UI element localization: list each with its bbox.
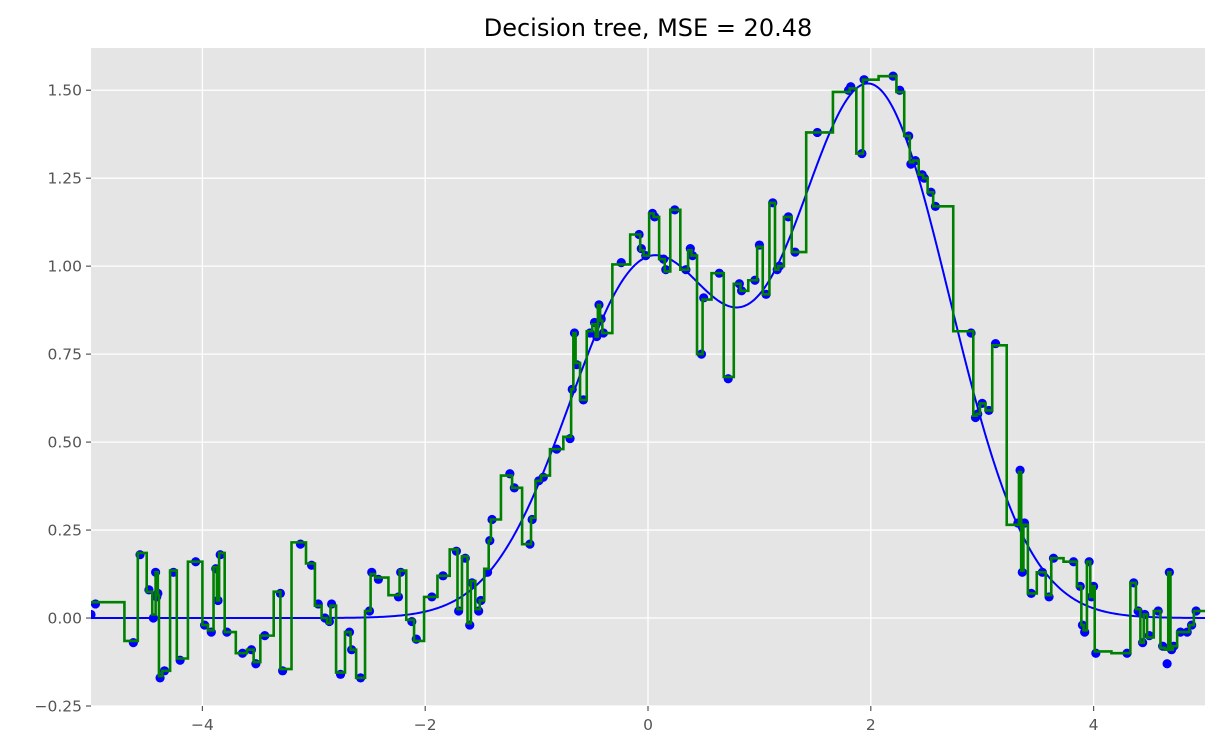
y-tick-label: 1.50 [47,82,82,100]
x-axis: −4 −2 0 2 4 [191,706,1099,734]
x-tick-label: −4 [191,716,214,734]
y-tick-label: 1.00 [47,258,82,276]
sample-point [616,258,626,268]
prediction-series [91,74,1205,680]
x-tick-label: −2 [414,716,437,734]
sample-point [295,539,306,549]
x-tick-label: 4 [1089,716,1099,734]
sample-point [91,609,96,620]
x-tick-label: 0 [643,716,653,734]
y-tick-label: 0.00 [47,610,82,628]
sample-point [1162,659,1172,669]
sample-point [91,599,101,609]
y-tick-label: 0.50 [47,434,82,452]
x-tick-label: 2 [866,716,876,734]
prediction-step-line [91,74,1205,680]
y-tick-label: 0.75 [47,346,82,364]
y-axis: −0.25 0.00 0.25 0.50 0.75 1.00 1.25 1.50 [35,82,91,716]
chart-title: Decision tree, MSE = 20.48 [484,14,813,42]
plot-area [91,48,1205,707]
y-tick-label: 0.25 [47,522,82,540]
y-tick-label: 1.25 [47,170,82,188]
y-tick-label: −0.25 [35,698,83,716]
grid-lines [91,48,1205,707]
